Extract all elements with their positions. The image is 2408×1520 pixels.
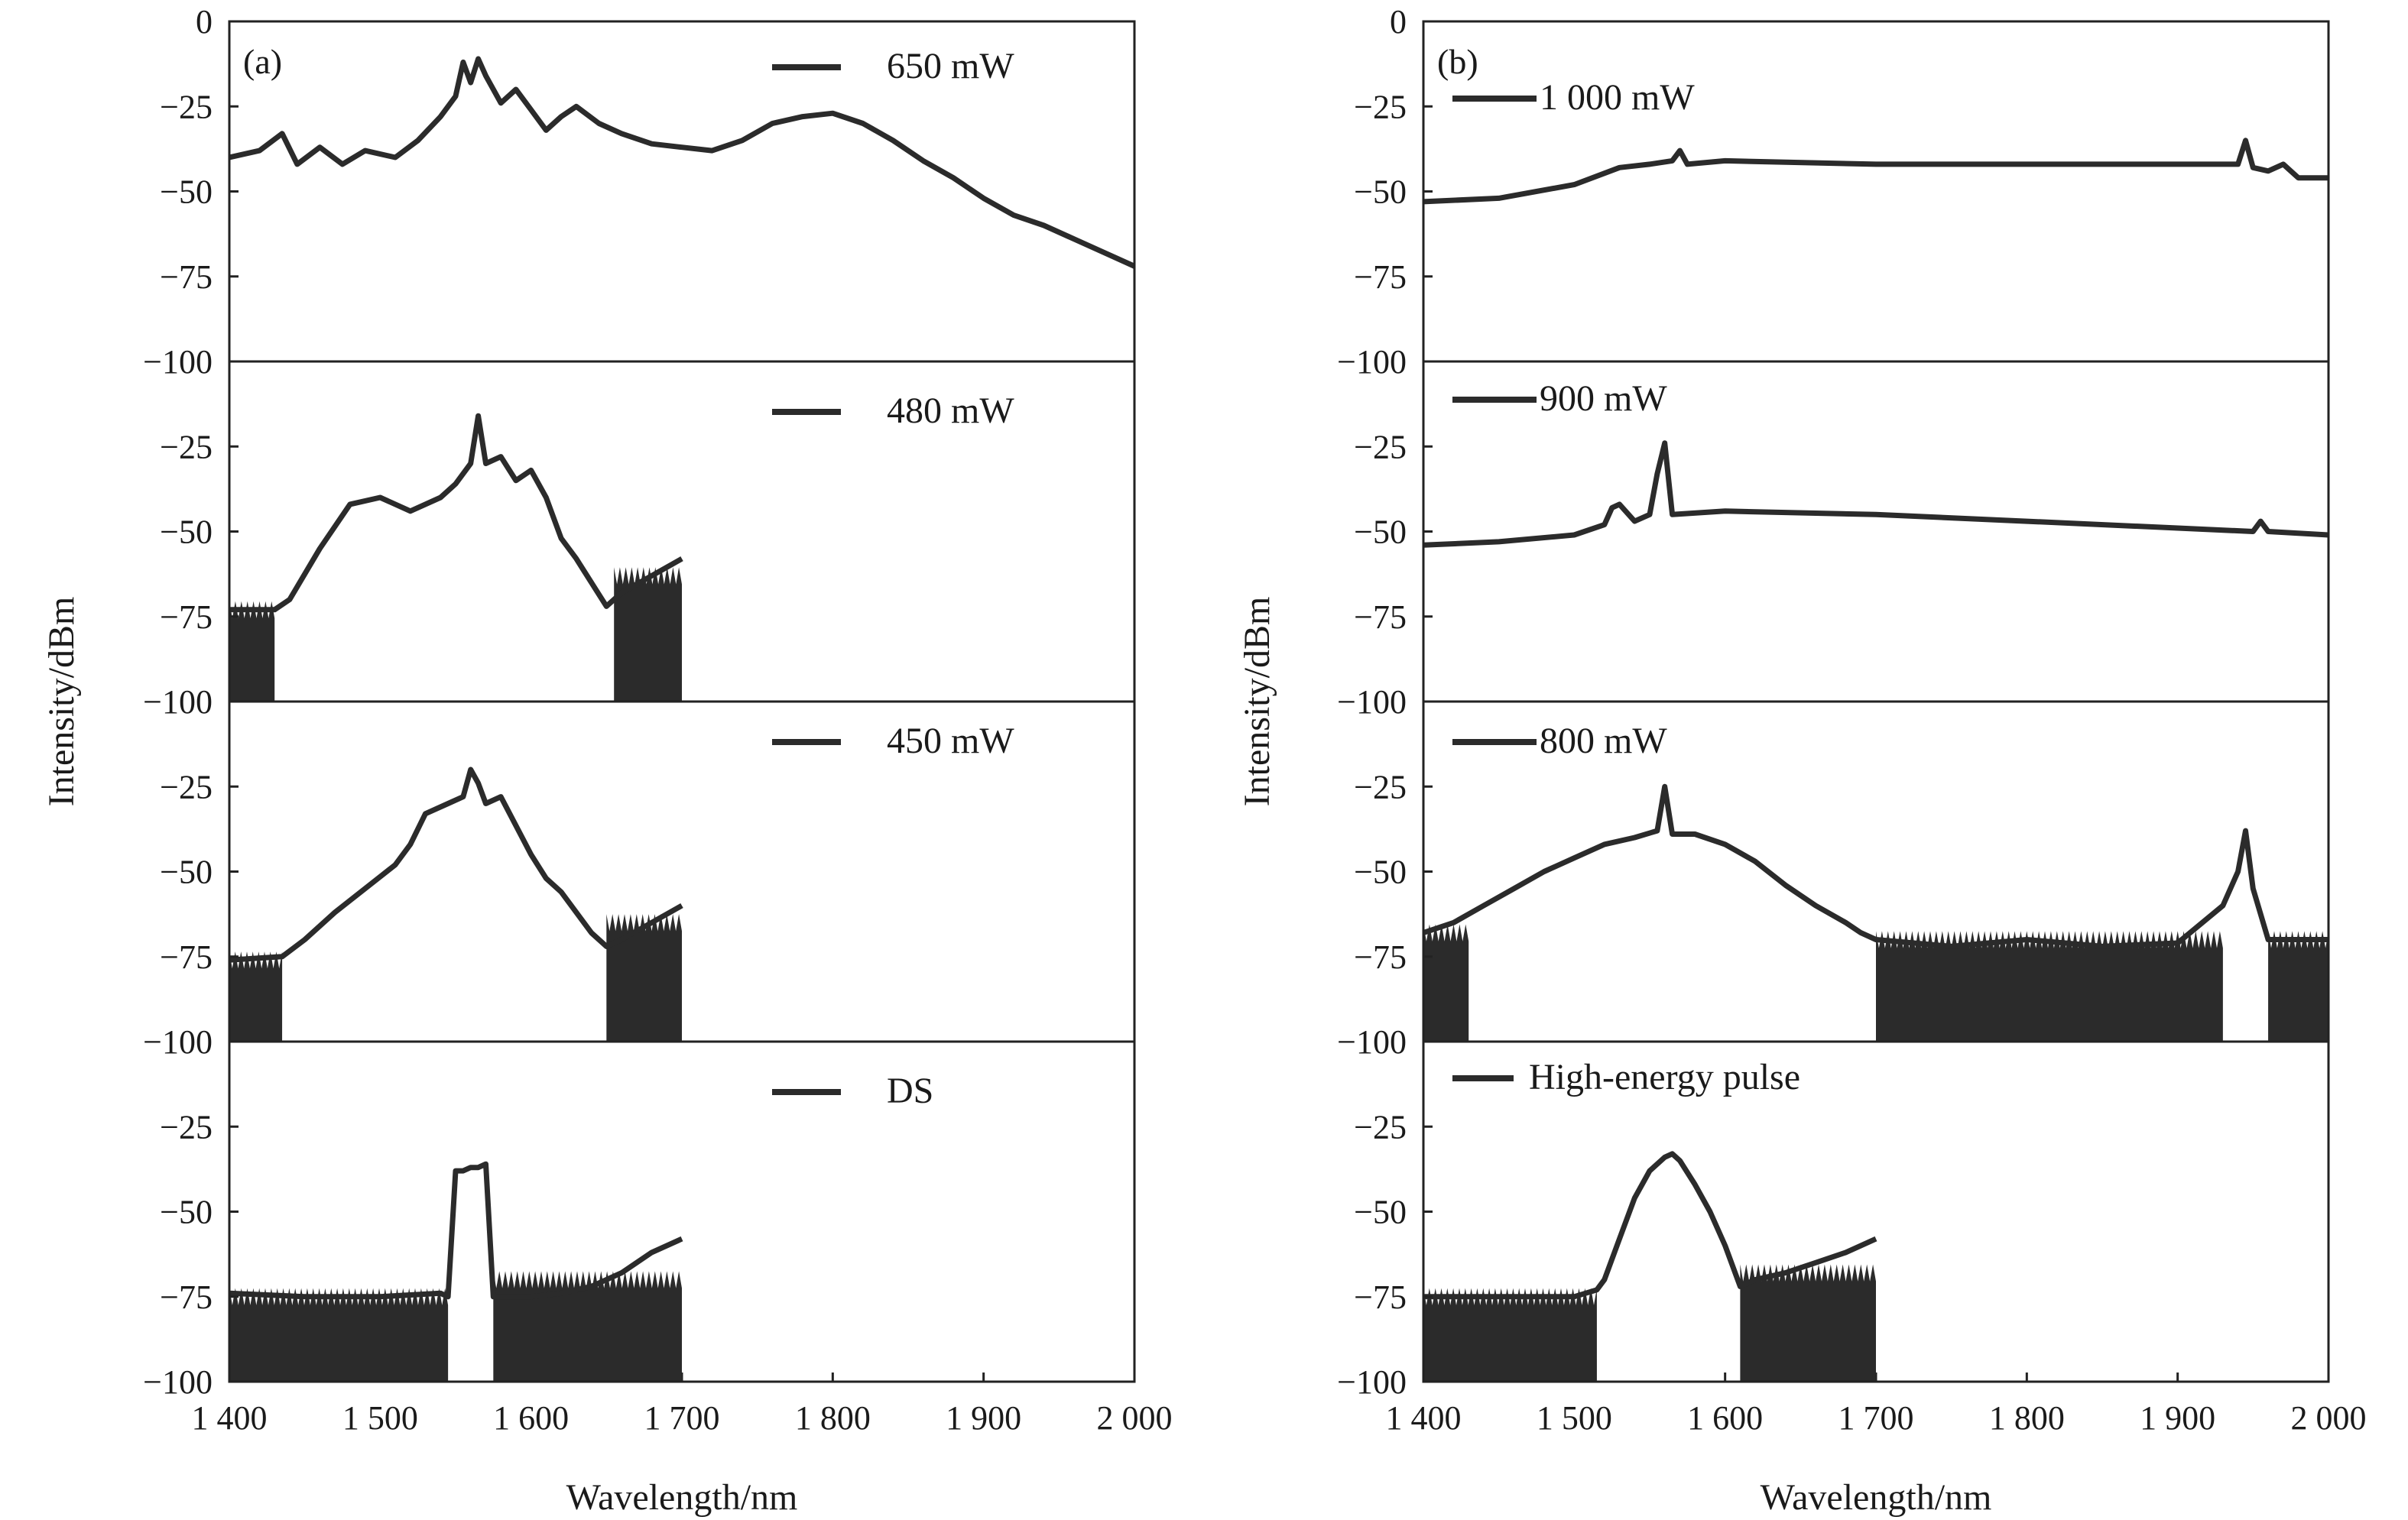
noise-floor-region — [229, 601, 275, 702]
noise-floor-region — [229, 1288, 449, 1382]
y-tick-label: −100 — [143, 683, 213, 721]
y-tick-label: −50 — [160, 854, 213, 891]
legend-label: High-energy pulse — [1529, 1057, 1800, 1097]
y-tick-label: −100 — [143, 343, 213, 381]
series-line — [1423, 138, 2328, 205]
y-tick-label: −25 — [1354, 428, 1407, 465]
subplot-2: −25 −50 −75 −100 900 mW — [1337, 360, 2330, 721]
noise-floor-region — [2268, 931, 2328, 1042]
y-tick-label: −50 — [1354, 514, 1407, 551]
y-tick-label: −75 — [160, 938, 213, 976]
y-tick-label: −25 — [160, 1108, 213, 1146]
subplot-4: −25 −50 −75 −100 DS — [143, 1040, 1136, 1401]
y-tick-label: 0 — [1390, 3, 1407, 41]
noise-floor-region — [614, 567, 682, 702]
y-tick-label: −75 — [160, 598, 213, 636]
y-tick-label: −50 — [160, 1194, 213, 1231]
x-tick-label: 1 600 — [493, 1399, 569, 1437]
y-tick-label: −100 — [1337, 1363, 1407, 1401]
panel-label: (a) — [243, 42, 282, 81]
series-line — [229, 1161, 683, 1300]
x-tick-label: 1 500 — [1537, 1399, 1612, 1437]
x-tick-label: 1 400 — [1386, 1399, 1462, 1437]
y-tick-label: −50 — [1354, 173, 1407, 211]
noise-floor-region — [229, 951, 283, 1042]
x-tick-label: 1 400 — [192, 1399, 268, 1437]
panel-label: (b) — [1437, 42, 1478, 81]
subplot-4: −25 −50 −75 −100 High-energy pulse — [1337, 1040, 2330, 1401]
y-axis-label: Intensity/dBm — [1237, 597, 1277, 807]
y-tick-label: −100 — [1337, 343, 1407, 381]
noise-floor-region — [606, 914, 682, 1042]
legend-label: 900 mW — [1540, 378, 1667, 419]
series-line — [229, 413, 683, 613]
series-line — [1423, 1151, 1877, 1300]
series-line — [229, 56, 1134, 269]
legend-label: 480 mW — [887, 391, 1014, 431]
x-axis-label: Wavelength/nm — [1761, 1477, 1992, 1518]
x-tick-label: 1 800 — [795, 1399, 871, 1437]
y-tick-label: 0 — [196, 3, 213, 41]
x-tick-label: 1 700 — [644, 1399, 720, 1437]
subplot-3: −25 −50 −75 −100 800 mW — [1337, 700, 2330, 1061]
x-axis-label: Wavelength/nm — [566, 1477, 798, 1518]
series-line — [1423, 783, 2328, 949]
chart-panel-b: Intensity/dBm Wavelength/nm 1 400 1 500 1 60… — [1237, 3, 2367, 1518]
y-tick-label: −50 — [160, 514, 213, 551]
y-tick-label: −100 — [143, 1363, 213, 1401]
y-tick-label: −25 — [1354, 1108, 1407, 1146]
noise-floor-region — [1740, 1264, 1876, 1382]
y-tick-label: −100 — [1337, 1023, 1407, 1061]
y-tick-label: −75 — [1354, 1279, 1407, 1316]
y-tick-label: −75 — [1354, 598, 1407, 636]
y-tick-label: −25 — [160, 428, 213, 465]
y-tick-label: −25 — [160, 768, 213, 805]
subplot-1: 0 −25 −50 −75 −100 650 mW — [143, 3, 1136, 381]
y-tick-label: −50 — [1354, 1194, 1407, 1231]
y-tick-label: −75 — [1354, 938, 1407, 976]
noise-floor-region — [1423, 1288, 1597, 1382]
series-line — [229, 766, 683, 963]
y-tick-label: −100 — [143, 1023, 213, 1061]
x-tick-label: 1 600 — [1687, 1399, 1763, 1437]
legend-label: DS — [887, 1071, 933, 1111]
subplot-2: −25 −50 −75 −100 480 mW — [143, 360, 1136, 721]
chart-panel-a: Intensity/dBm Wavelength/nm 1 400 1 500 1 60… — [41, 3, 1173, 1518]
x-tick-label: 2 000 — [2291, 1399, 2367, 1437]
x-tick-label: 1 800 — [1989, 1399, 2065, 1437]
y-tick-label: −25 — [160, 88, 213, 125]
y-tick-label: −50 — [160, 173, 213, 211]
x-tick-label: 1 500 — [342, 1399, 418, 1437]
legend-label: 650 mW — [887, 46, 1014, 86]
y-tick-label: −25 — [1354, 88, 1407, 125]
x-tick-label: 1 900 — [946, 1399, 1021, 1437]
legend-label: 1 000 mW — [1540, 77, 1695, 118]
y-tick-label: −50 — [1354, 854, 1407, 891]
series-line — [1423, 440, 2328, 548]
y-axis-label: Intensity/dBm — [41, 597, 82, 807]
plot-frame — [1422, 20, 2330, 363]
noise-floor-region — [1876, 931, 2223, 1042]
y-tick-label: −75 — [1354, 258, 1407, 296]
noise-floor-region — [1423, 924, 1469, 1042]
x-tick-label: 1 700 — [1838, 1399, 1914, 1437]
y-tick-label: −25 — [1354, 768, 1407, 805]
legend-label: 800 mW — [1540, 721, 1667, 761]
y-tick-label: −75 — [160, 1279, 213, 1316]
subplot-1: 0 −25 −50 −75 −100 1 000 mW — [1337, 3, 2330, 381]
noise-floor-region — [493, 1271, 682, 1382]
subplot-3: −25 −50 −75 −100 450 mW — [143, 700, 1136, 1061]
y-tick-label: −75 — [160, 258, 213, 296]
y-tick-label: −100 — [1337, 683, 1407, 721]
legend-label: 450 mW — [887, 721, 1014, 761]
x-tick-label: 2 000 — [1097, 1399, 1173, 1437]
x-tick-label: 1 900 — [2140, 1399, 2215, 1437]
